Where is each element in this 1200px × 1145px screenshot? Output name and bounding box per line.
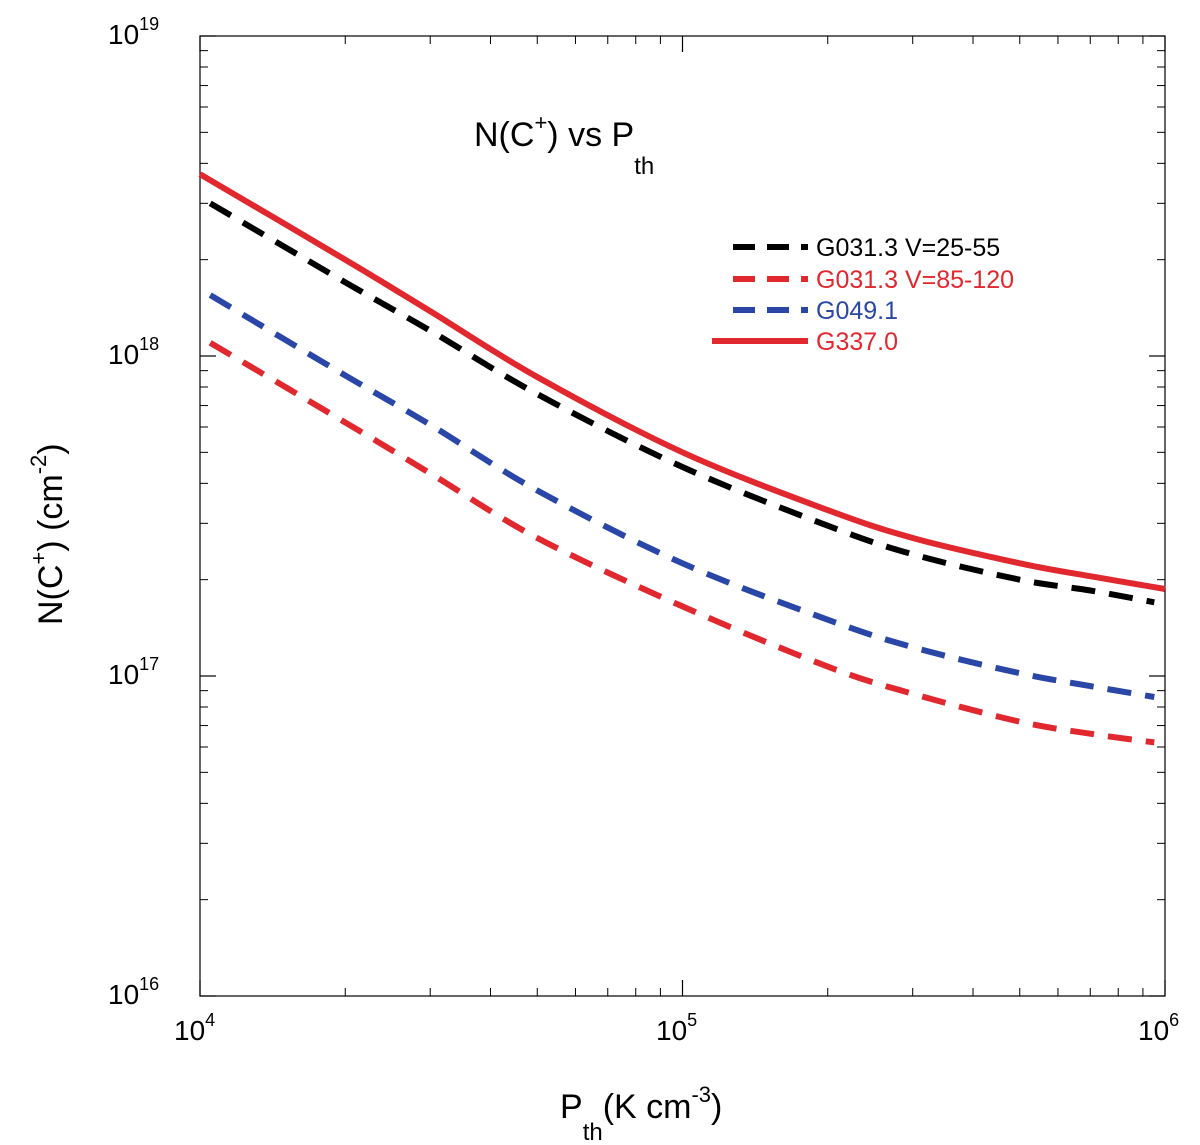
plot-frame [199, 35, 1166, 997]
y-tick-label: 1017 [108, 654, 159, 690]
legend-label: G031.3 V=85-120 [816, 266, 1014, 294]
legend-label: G031.3 V=25-55 [816, 234, 1000, 262]
chart-title: N(C+) vs Pth [474, 110, 654, 180]
legend: G031.3 V=25-55 G031.3 V=85-120 G049.1 G3… [712, 234, 1014, 356]
series-line-2 [208, 292, 1155, 700]
x-tick-label: 106 [1138, 1010, 1179, 1046]
minor-ticks [200, 36, 1165, 996]
y-axis-label: N(C+) (cm-2) [26, 443, 70, 625]
x-axis-label: Pth(K cm-3) [560, 1082, 722, 1145]
legend-label: G337.0 [816, 328, 898, 356]
series-line-1 [208, 340, 1155, 746]
series-layer [198, 171, 1166, 746]
major-ticks [199, 35, 1166, 997]
series-line-0 [208, 200, 1155, 606]
legend-label: G049.1 [816, 297, 898, 325]
x-tick-label: 105 [656, 1010, 697, 1046]
y-tick-label: 1016 [108, 974, 159, 1010]
x-tick-label: 104 [174, 1010, 215, 1046]
y-tick-label: 1018 [108, 334, 159, 370]
y-tick-label: 1019 [108, 14, 159, 50]
series-line-3 [198, 171, 1166, 592]
